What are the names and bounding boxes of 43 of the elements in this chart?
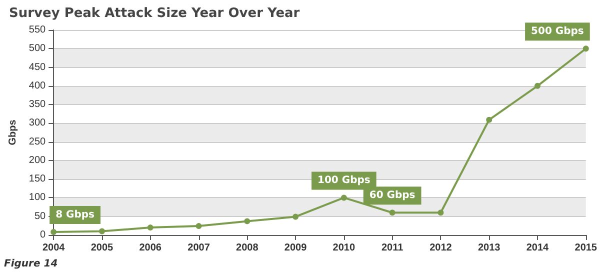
point xyxy=(292,214,299,220)
y-tick-label: 350 xyxy=(28,99,46,110)
x-tick-label: 2005 xyxy=(90,242,114,254)
annotation: 8 Gbps xyxy=(56,210,95,221)
x-tick-label: 2014 xyxy=(526,242,550,254)
x-tick-label: 2009 xyxy=(284,242,308,254)
x-tick-label: 2015 xyxy=(574,242,598,254)
point xyxy=(50,229,57,236)
point xyxy=(340,194,347,201)
point xyxy=(438,210,444,216)
x-tick-label: 2010 xyxy=(332,242,356,254)
y-tick-label: 550 xyxy=(28,24,46,36)
point xyxy=(98,228,105,234)
chart-title: Survey Peak Attack Size Year Over Year xyxy=(9,6,300,21)
point xyxy=(534,82,540,89)
y-tick-label: 250 xyxy=(28,136,46,148)
annotation: 100 Gbps xyxy=(318,175,370,186)
x-tick-label: 2012 xyxy=(430,242,452,254)
x-tick-label: 2013 xyxy=(478,242,501,254)
point xyxy=(147,224,154,231)
y-axis-title: Gbps xyxy=(8,119,18,146)
point xyxy=(389,210,396,216)
point xyxy=(486,116,492,123)
x-tick-label: 2011 xyxy=(381,242,404,254)
x-tick-label: 2008 xyxy=(236,242,259,254)
x-tick-label: 2004 xyxy=(42,242,66,254)
point xyxy=(244,218,250,224)
y-tick-label: 400 xyxy=(28,80,46,92)
y-tick-label: 50 xyxy=(34,210,46,222)
y-tick-label: 500 xyxy=(28,43,46,54)
point xyxy=(582,46,589,52)
y-tick-label: 0 xyxy=(40,230,46,240)
x-tick-label: 2006 xyxy=(139,242,162,254)
y-tick-label: 150 xyxy=(28,174,46,185)
y-tick-label: 100 xyxy=(28,192,46,204)
annotation: 500 Gbps xyxy=(531,26,584,38)
annotation: 60 Gbps xyxy=(369,190,416,202)
y-tick-label: 450 xyxy=(28,62,46,73)
point xyxy=(196,223,202,230)
y-tick-label: 200 xyxy=(28,154,46,166)
caption: Figure 14 xyxy=(4,258,58,270)
x-tick-label: 2007 xyxy=(188,242,210,254)
y-tick-label: 300 xyxy=(28,118,46,129)
